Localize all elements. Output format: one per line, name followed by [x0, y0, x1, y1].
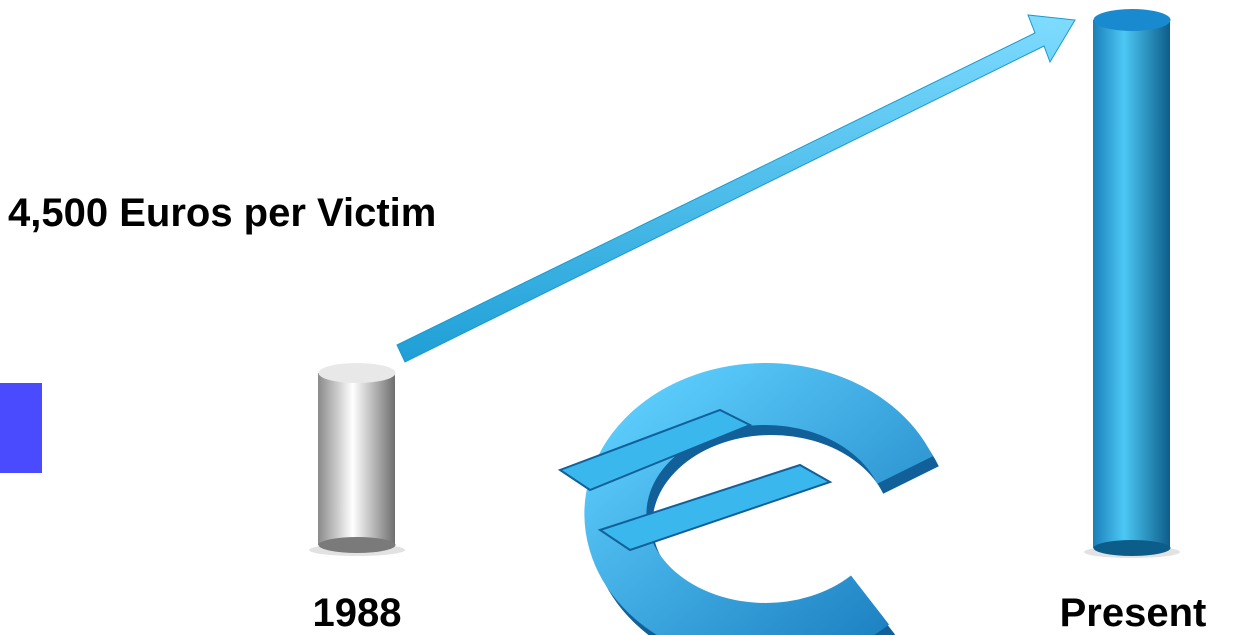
infographic: 4,500 Euros per Victim 1988 Present — [0, 0, 1236, 635]
side-marker — [0, 383, 42, 473]
cylinder-1988 — [309, 363, 405, 556]
cylinder-present — [1084, 9, 1180, 558]
column-label: Present — [1060, 591, 1207, 635]
column-label: 1988 — [313, 591, 402, 635]
growth-arrow — [397, 15, 1075, 362]
page: 4,500 Euros per Victim 1988 Present (() … — [0, 0, 1236, 635]
headline: 4,500 Euros per Victim — [8, 191, 436, 235]
euro-symbol — [560, 394, 911, 635]
